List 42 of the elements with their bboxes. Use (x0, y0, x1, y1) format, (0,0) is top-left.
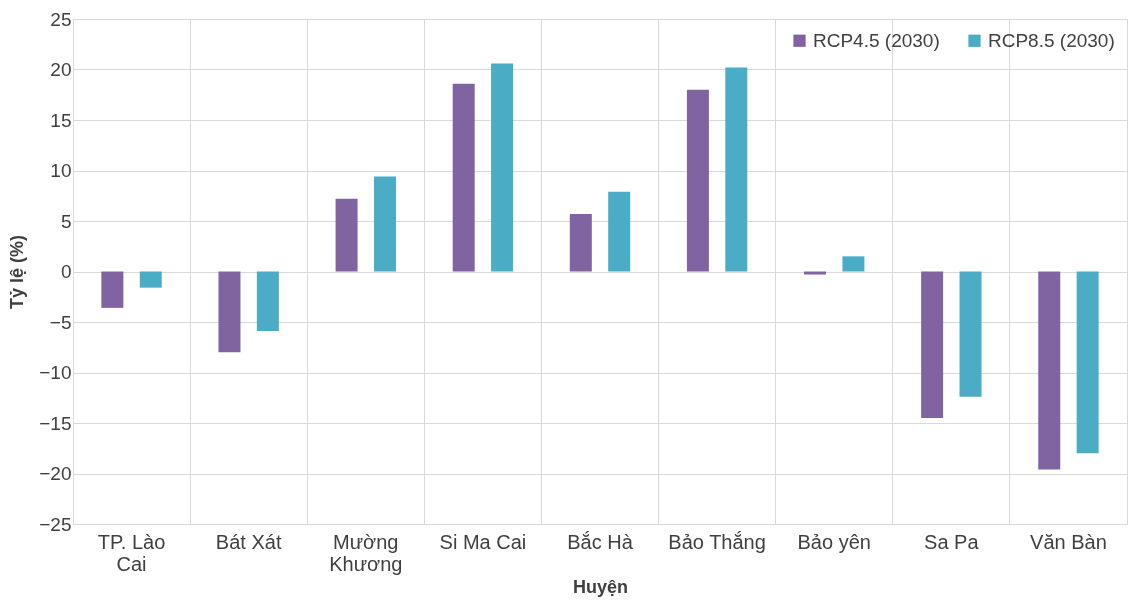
y-tick-label: 5 (60, 210, 72, 232)
bar (256, 271, 279, 332)
bar (686, 89, 709, 272)
bar (101, 271, 124, 308)
bar (139, 271, 162, 288)
y-tick-label: −15 (39, 412, 72, 434)
x-tick-label: Văn Bàn (1030, 530, 1107, 553)
x-tick-label: Si Ma Cai (439, 530, 527, 553)
bar (1076, 271, 1099, 454)
bar (842, 256, 865, 272)
y-tick-label: 25 (50, 8, 72, 30)
bar (959, 271, 982, 397)
y-tick-label: −10 (39, 362, 72, 383)
y-tick-label: 15 (50, 109, 72, 131)
bar (1038, 271, 1061, 470)
x-tick-label: TP. Lào Cai (97, 530, 166, 575)
y-tick-label: −20 (39, 463, 72, 484)
bar (608, 191, 631, 272)
legend-label: RCP8.5 (2030) (988, 29, 1115, 51)
bar (804, 271, 827, 275)
legend-label: RCP4.5 (2030) (813, 29, 940, 51)
y-tick-label: 0 (60, 261, 72, 282)
y-axis-title: Tỷ lệ (%) (7, 234, 28, 310)
bar (725, 67, 748, 272)
bar (452, 83, 475, 272)
bar (335, 198, 358, 272)
bar (373, 176, 396, 272)
x-axis-title: Huyện (572, 576, 629, 597)
bar (491, 63, 514, 272)
x-tick-label: Bắc Hà (567, 530, 634, 553)
x-tick-label: Sa Pa (924, 530, 980, 553)
bar (921, 271, 944, 418)
x-tick-label: Bát Xát (215, 530, 282, 553)
x-tick-label: Bảo yên (797, 530, 871, 553)
y-tick-label: −5 (49, 311, 72, 333)
x-tick-label: Mường Khương (329, 530, 403, 575)
bar (218, 271, 241, 353)
y-tick-label: 20 (50, 59, 72, 80)
bar (569, 213, 592, 272)
y-tick-label: −25 (39, 513, 72, 535)
x-tick-label: Bảo Thắng (668, 530, 766, 553)
y-tick-label: 10 (50, 160, 72, 181)
